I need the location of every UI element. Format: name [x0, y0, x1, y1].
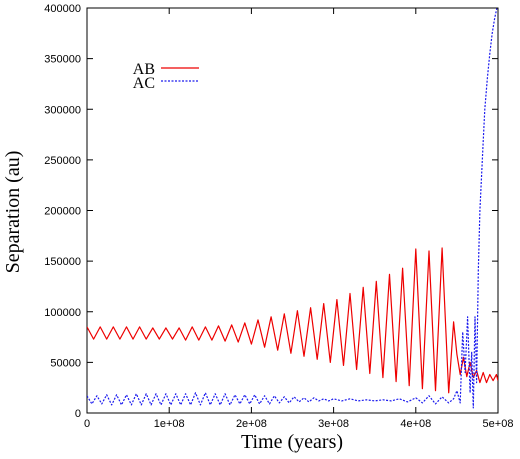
- y-tick-label: 100000: [44, 307, 81, 319]
- series-layer: [87, 8, 498, 409]
- x-tick-label: 2e+08: [236, 418, 267, 430]
- y-tick-label: 200000: [44, 206, 81, 218]
- y-tick-label: 50000: [50, 357, 81, 369]
- y-tick-label: 250000: [44, 155, 81, 167]
- legend-label-ab: AB: [133, 61, 155, 78]
- x-tick-label: 5e+08: [483, 418, 514, 430]
- y-tick-label: 400000: [44, 3, 81, 15]
- y-tick-label: 0: [75, 408, 81, 420]
- x-tick-label: 4e+08: [400, 418, 431, 430]
- legend-label-ac: AC: [133, 75, 155, 92]
- y-tick-label: 300000: [44, 104, 81, 116]
- x-tick-label: 1e+08: [154, 418, 185, 430]
- y-tick-label: 150000: [44, 256, 81, 268]
- y-axis-title: Separation (au): [2, 151, 24, 274]
- axes-layer: 0 1e+08 2e+08 3e+08 4e+08 5e+08 0 50000 100000 15…: [44, 3, 513, 430]
- x-axis-title: Time (years): [241, 431, 343, 453]
- y-tick-label: 350000: [44, 54, 81, 66]
- x-tick-label: 0: [84, 418, 90, 430]
- x-tick-label: 3e+08: [318, 418, 349, 430]
- series-line-ab: [87, 247, 498, 394]
- legend: AB AC: [133, 61, 199, 92]
